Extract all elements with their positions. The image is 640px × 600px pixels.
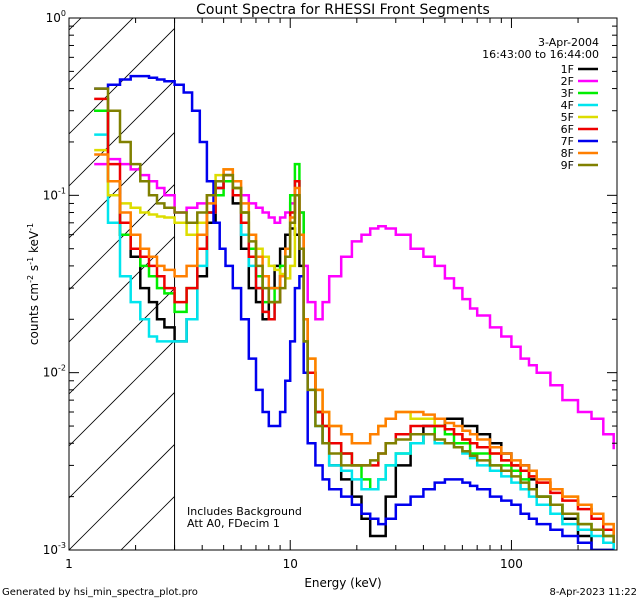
y-axis-label: counts cm-2 s-1 keV-1: [26, 223, 41, 345]
series-line-2F: [94, 157, 615, 450]
series-line-7F: [94, 74, 614, 550]
hatch-line: [69, 391, 175, 499]
hatch-line: [69, 235, 175, 343]
x-tick-label: 10: [283, 557, 298, 571]
y-tick-label: 100: [46, 9, 66, 25]
legend-label-5F: 5F: [561, 111, 574, 124]
series-line-1F: [94, 109, 614, 550]
note-attenuator: Att A0, FDecim 1: [187, 517, 280, 530]
axis-ticks: 1 10 100 10-3 10-2 10-1 100: [43, 9, 618, 571]
hatch-line: [120, 495, 175, 550]
hatch-line: [69, 27, 175, 135]
background-hatched-region: [69, 18, 176, 550]
hatch-line: [69, 183, 175, 291]
legend-label-6F: 6F: [561, 123, 574, 136]
series-line-8F: [94, 153, 615, 536]
x-tick-label: 1: [65, 557, 73, 571]
x-tick-label: 100: [500, 557, 523, 571]
legend-time-range: 16:43:00 to 16:44:00: [482, 48, 599, 61]
legend-label-2F: 2F: [561, 75, 574, 88]
hatch-line: [69, 339, 175, 447]
y-tick-label: 10-2: [43, 364, 66, 380]
y-tick-label: 10-3: [43, 541, 66, 557]
note-background: Includes Background: [187, 505, 302, 518]
plot-frame: [68, 17, 618, 551]
series-line-9F: [94, 87, 615, 543]
hatch-line: [69, 131, 175, 239]
hatch-line: [69, 287, 175, 395]
footer-timestamp: 8-Apr-2023 11:22: [550, 587, 637, 598]
series-layer: [94, 74, 615, 550]
hatch-line: [69, 443, 175, 550]
legend-label-7F: 7F: [561, 135, 574, 148]
legend-label-8F: 8F: [561, 147, 574, 160]
legend-label-9F: 9F: [561, 159, 574, 172]
y-tick-label: 10-1: [43, 186, 66, 202]
hatch-line: [69, 79, 175, 187]
legend-date: 3-Apr-2004: [538, 36, 599, 49]
legend-label-4F: 4F: [561, 99, 574, 112]
chart-title: Count Spectra for RHESSI Front Segments: [196, 2, 490, 18]
hatch-lines: [69, 18, 175, 550]
legend-label-3F: 3F: [561, 87, 574, 100]
x-axis-label: Energy (keV): [304, 576, 381, 590]
legend-label-1F: 1F: [561, 63, 574, 76]
footer-generated-by: Generated by hsi_min_spectra_plot.pro: [2, 587, 198, 598]
